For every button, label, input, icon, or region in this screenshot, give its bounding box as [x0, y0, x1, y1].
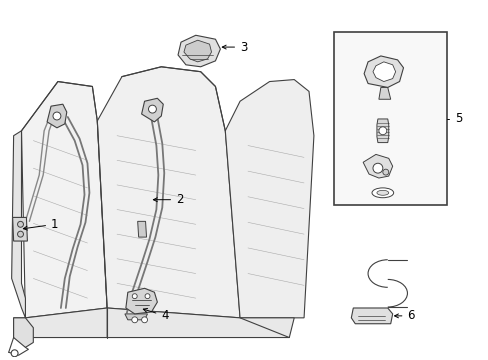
Circle shape: [132, 294, 137, 299]
Polygon shape: [364, 56, 403, 87]
Circle shape: [18, 221, 23, 227]
Text: 2: 2: [153, 193, 183, 206]
Polygon shape: [97, 67, 240, 318]
Polygon shape: [12, 131, 25, 318]
Text: 6: 6: [394, 309, 414, 322]
Polygon shape: [378, 87, 390, 99]
Polygon shape: [142, 98, 163, 122]
Circle shape: [148, 105, 156, 113]
Circle shape: [382, 169, 388, 175]
Polygon shape: [350, 308, 392, 324]
Circle shape: [142, 317, 147, 323]
Text: 1: 1: [23, 218, 59, 231]
Ellipse shape: [376, 190, 388, 195]
Polygon shape: [178, 35, 220, 67]
Polygon shape: [225, 80, 313, 318]
Text: 4: 4: [143, 309, 168, 322]
Text: 5: 5: [454, 112, 461, 125]
Polygon shape: [138, 221, 146, 237]
Polygon shape: [363, 154, 392, 178]
Polygon shape: [21, 82, 107, 318]
Text: 3: 3: [222, 41, 247, 54]
Circle shape: [53, 112, 61, 120]
Circle shape: [11, 350, 18, 357]
Bar: [333, 32, 446, 204]
Polygon shape: [125, 288, 157, 314]
Circle shape: [145, 294, 150, 299]
Polygon shape: [183, 40, 211, 62]
Circle shape: [378, 127, 386, 135]
Circle shape: [18, 231, 23, 237]
Polygon shape: [13, 217, 27, 241]
Polygon shape: [376, 119, 388, 143]
Circle shape: [372, 163, 382, 173]
Circle shape: [131, 317, 138, 323]
Polygon shape: [372, 62, 395, 82]
Polygon shape: [47, 104, 67, 128]
Ellipse shape: [371, 188, 393, 198]
Polygon shape: [124, 314, 147, 320]
Polygon shape: [14, 318, 33, 347]
Polygon shape: [14, 308, 294, 338]
